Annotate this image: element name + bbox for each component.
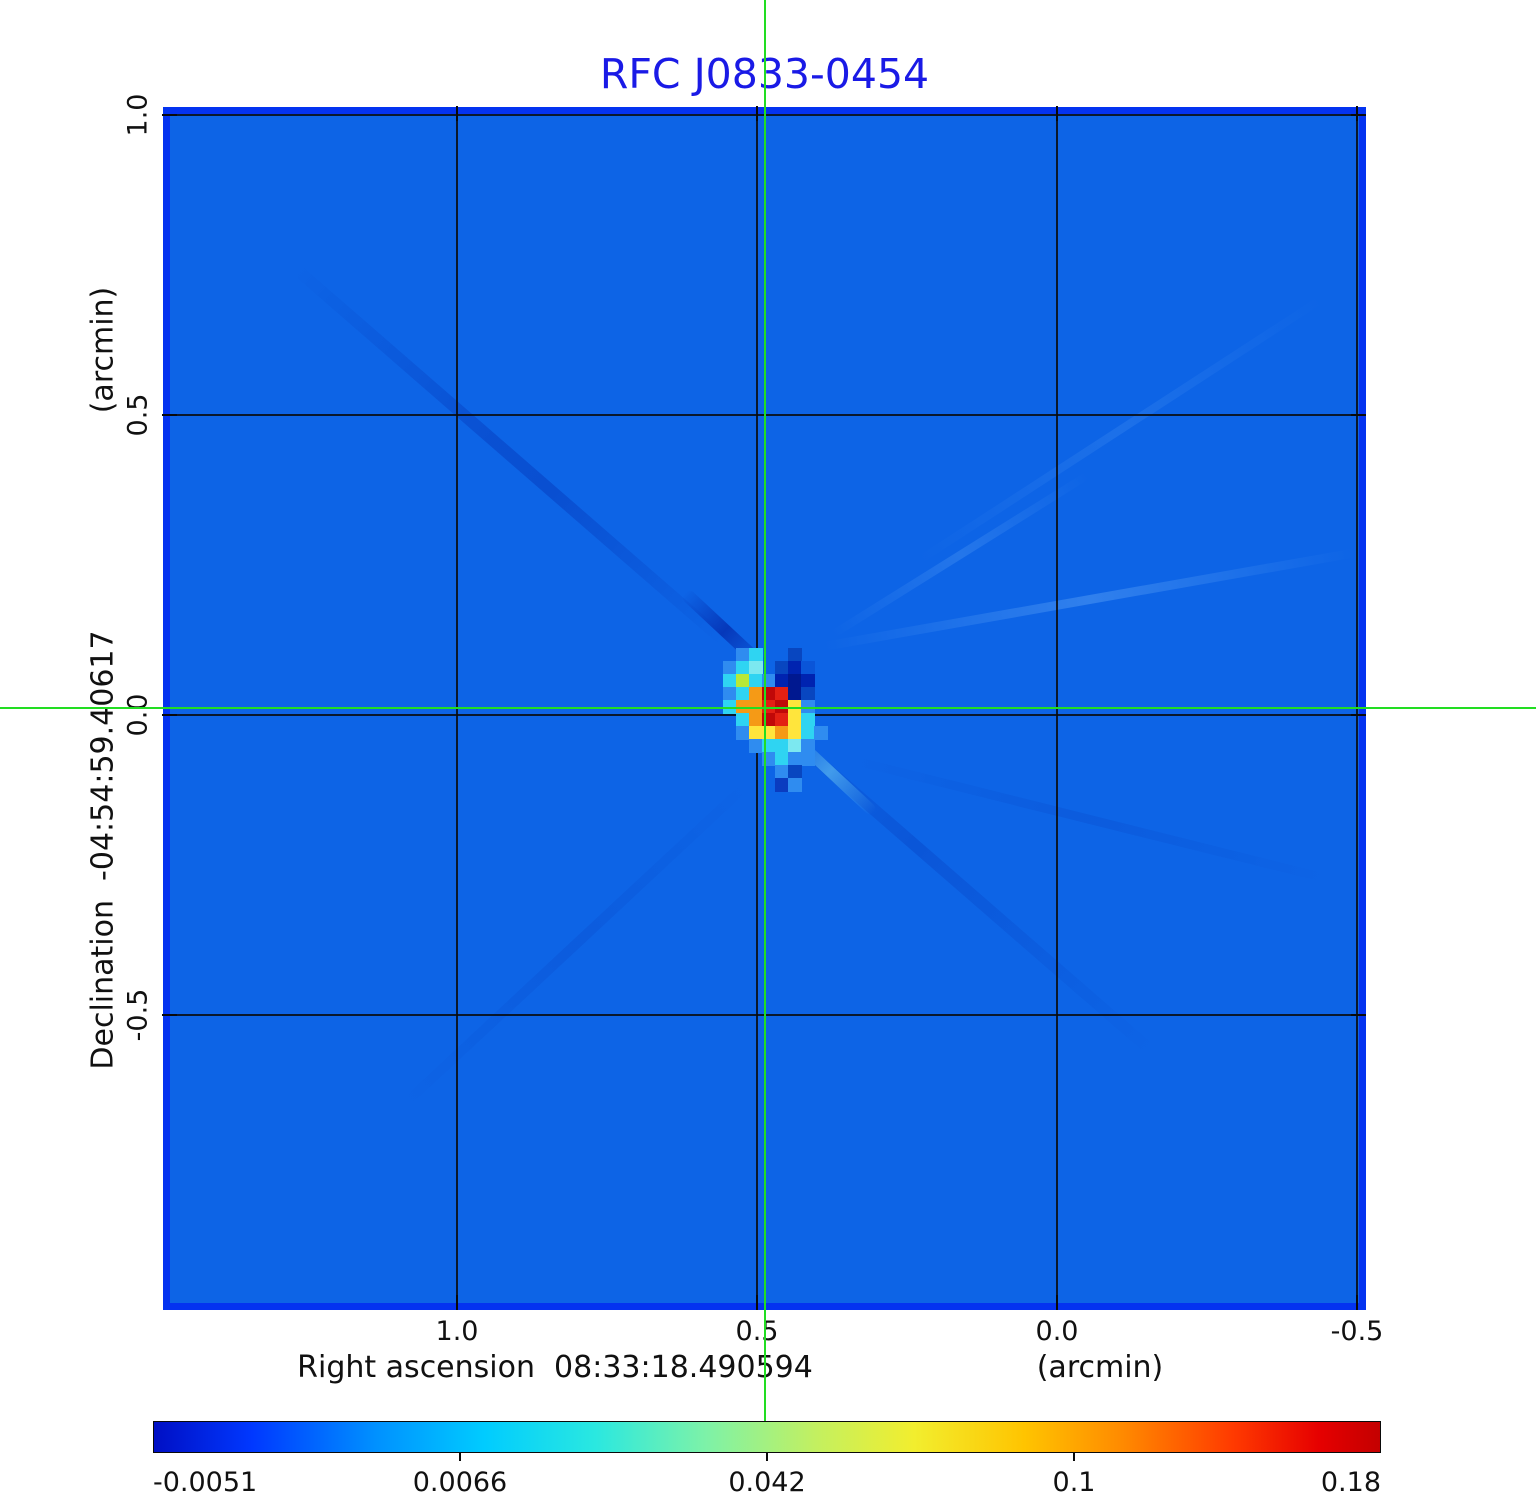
source-pixel bbox=[749, 674, 763, 688]
crosshair-vertical-line bbox=[764, 0, 766, 1421]
axis-tick-mark bbox=[1356, 1295, 1358, 1310]
diffraction-streak bbox=[290, 263, 730, 647]
source-pixel bbox=[814, 726, 828, 740]
source-pixel bbox=[775, 726, 789, 740]
colorbar-tick-mark bbox=[459, 1453, 461, 1461]
axis-tick-mark bbox=[1351, 414, 1366, 416]
source-pixel bbox=[788, 726, 802, 740]
diffraction-streak bbox=[916, 295, 1324, 565]
axis-tick-mark bbox=[1356, 106, 1358, 121]
x-axis-label: Right ascension 08:33:18.490594 bbox=[297, 1350, 813, 1385]
source-pixel bbox=[749, 739, 763, 753]
colorbar-tick-mark bbox=[766, 1453, 768, 1461]
source-pixel bbox=[775, 674, 789, 688]
y-tick-label: 0.0 bbox=[122, 693, 154, 737]
colorbar-tick-label: 0.18 bbox=[1320, 1467, 1381, 1498]
x-tick-label: 0.5 bbox=[735, 1316, 779, 1347]
source-pixel bbox=[749, 726, 763, 740]
source-pixel bbox=[775, 713, 789, 727]
crosshair-horizontal-line bbox=[0, 707, 1536, 709]
source-pixel bbox=[723, 661, 737, 675]
source-pixel bbox=[801, 674, 815, 688]
source-pixel bbox=[788, 713, 802, 727]
source-pixel bbox=[775, 765, 789, 779]
axis-tick-mark bbox=[1056, 1295, 1058, 1310]
source-pixel bbox=[788, 752, 802, 766]
source-pixel bbox=[736, 648, 750, 662]
diffraction-streak bbox=[830, 472, 1090, 638]
source-pixel bbox=[749, 713, 763, 727]
y-tick-label: 1.0 bbox=[122, 93, 154, 137]
source-pixel bbox=[775, 687, 789, 701]
source-pixel bbox=[775, 752, 789, 766]
source-pixel bbox=[801, 661, 815, 675]
axis-tick-mark bbox=[162, 114, 177, 116]
source-pixel bbox=[775, 661, 789, 675]
source-pixel bbox=[788, 661, 802, 675]
source-pixel bbox=[723, 674, 737, 688]
axis-tick-mark bbox=[162, 414, 177, 416]
source-pixel bbox=[736, 713, 750, 727]
diffraction-streak bbox=[823, 548, 1357, 651]
source-pixel bbox=[801, 687, 815, 701]
colorbar-tick-label: 0.0066 bbox=[412, 1467, 508, 1498]
y-tick-label: -0.5 bbox=[122, 988, 154, 1042]
source-pixel bbox=[788, 687, 802, 701]
source-pixel bbox=[788, 778, 802, 792]
axis-tick-mark bbox=[162, 1014, 177, 1016]
x-tick-label: 1.0 bbox=[435, 1316, 479, 1347]
y-tick-label: 0.5 bbox=[122, 393, 154, 437]
colorbar-gradient bbox=[153, 1421, 1381, 1453]
source-pixel bbox=[723, 687, 737, 701]
source-pixel bbox=[801, 752, 815, 766]
axis-tick-mark bbox=[1351, 1014, 1366, 1016]
colorbar-tick-label: -0.0051 bbox=[153, 1467, 258, 1498]
source-pixel bbox=[801, 726, 815, 740]
axis-tick-mark bbox=[756, 1295, 758, 1310]
source-pixel bbox=[736, 687, 750, 701]
axis-tick-mark bbox=[456, 1295, 458, 1310]
source-pixel bbox=[788, 648, 802, 662]
axis-tick-mark bbox=[456, 106, 458, 121]
source-pixel bbox=[736, 726, 750, 740]
colorbar: -0.0051 0.0066 0.042 0.1 0.18 bbox=[153, 1421, 1381, 1511]
source-pixel bbox=[749, 661, 763, 675]
axis-tick-mark bbox=[162, 714, 177, 716]
source-pixel bbox=[749, 687, 763, 701]
colorbar-tick-label: 0.1 bbox=[1052, 1467, 1096, 1498]
diffraction-streak bbox=[846, 754, 1334, 885]
axis-tick-mark bbox=[1351, 714, 1366, 716]
x-tick-label: -0.5 bbox=[1330, 1316, 1384, 1347]
colorbar-tick-mark bbox=[1073, 1453, 1075, 1461]
source-pixel bbox=[788, 674, 802, 688]
axis-tick-mark bbox=[756, 106, 758, 121]
x-axis-unit-label: (arcmin) bbox=[1036, 1350, 1164, 1385]
colorbar-tick-label: 0.042 bbox=[728, 1467, 806, 1498]
x-tick-label: 0.0 bbox=[1035, 1316, 1079, 1347]
axis-tick-mark bbox=[1056, 106, 1058, 121]
source-pixel bbox=[775, 778, 789, 792]
source-pixel bbox=[749, 648, 763, 662]
axis-tick-mark bbox=[1351, 114, 1366, 116]
source-pixel bbox=[788, 739, 802, 753]
source-pixel bbox=[788, 765, 802, 779]
y-axis-label: Declination -04:54:59.40617 bbox=[85, 630, 121, 1070]
source-pixel bbox=[736, 674, 750, 688]
source-pixel bbox=[801, 713, 815, 727]
source-pixel bbox=[801, 739, 815, 753]
y-axis-unit-label: (arcmin) bbox=[85, 286, 121, 414]
source-pixel bbox=[736, 661, 750, 675]
source-pixel bbox=[775, 739, 789, 753]
diffraction-streak bbox=[396, 777, 754, 1113]
